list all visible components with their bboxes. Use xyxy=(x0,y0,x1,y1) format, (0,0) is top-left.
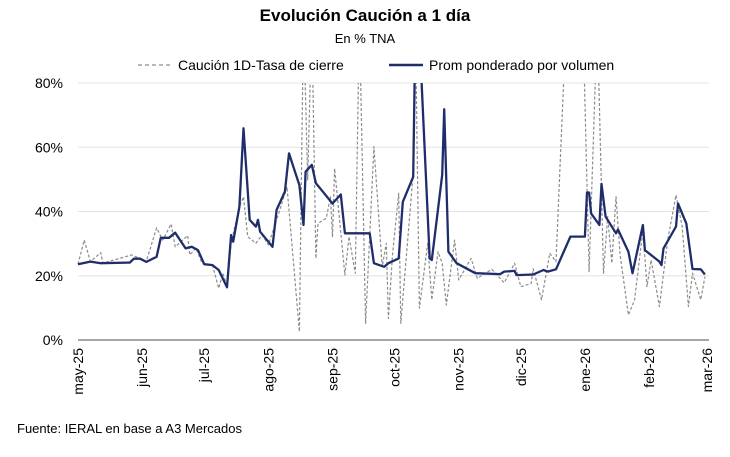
x-tick-label: mar-26 xyxy=(699,348,715,393)
y-tick-label: 80% xyxy=(35,75,63,91)
legend-label-caucion: Caución 1D-Tasa de cierre xyxy=(178,57,344,73)
x-tick-label: dic-25 xyxy=(513,348,529,386)
x-tick-label: jul-25 xyxy=(196,348,212,383)
chart-title: Evolución Caución a 1 día xyxy=(259,6,471,25)
x-tick-label: ago-25 xyxy=(260,348,276,392)
x-tick-label: ene-26 xyxy=(577,348,593,392)
legend-label-promedio: Prom ponderado por volumen xyxy=(429,57,614,73)
x-tick-label: jun-25 xyxy=(134,348,150,388)
series-caucion-line xyxy=(77,83,706,333)
chart-subtitle: En % TNA xyxy=(334,31,396,46)
x-tick-label: nov-25 xyxy=(451,348,467,391)
source-note: Fuente: IERAL en base a A3 Mercados xyxy=(17,421,242,436)
legend: Caución 1D-Tasa de cierre Prom ponderado… xyxy=(138,57,614,73)
x-tick-label: oct-25 xyxy=(387,348,403,387)
x-tick-label: sep-25 xyxy=(324,348,340,391)
y-tick-label: 60% xyxy=(35,139,63,155)
series-promedio-line xyxy=(77,83,706,289)
y-tick-label: 20% xyxy=(35,268,63,284)
x-tick-label: may-25 xyxy=(70,348,86,395)
y-tick-label: 0% xyxy=(43,332,63,348)
y-tick-label: 40% xyxy=(35,204,63,220)
x-tick-label: feb-26 xyxy=(641,348,657,388)
